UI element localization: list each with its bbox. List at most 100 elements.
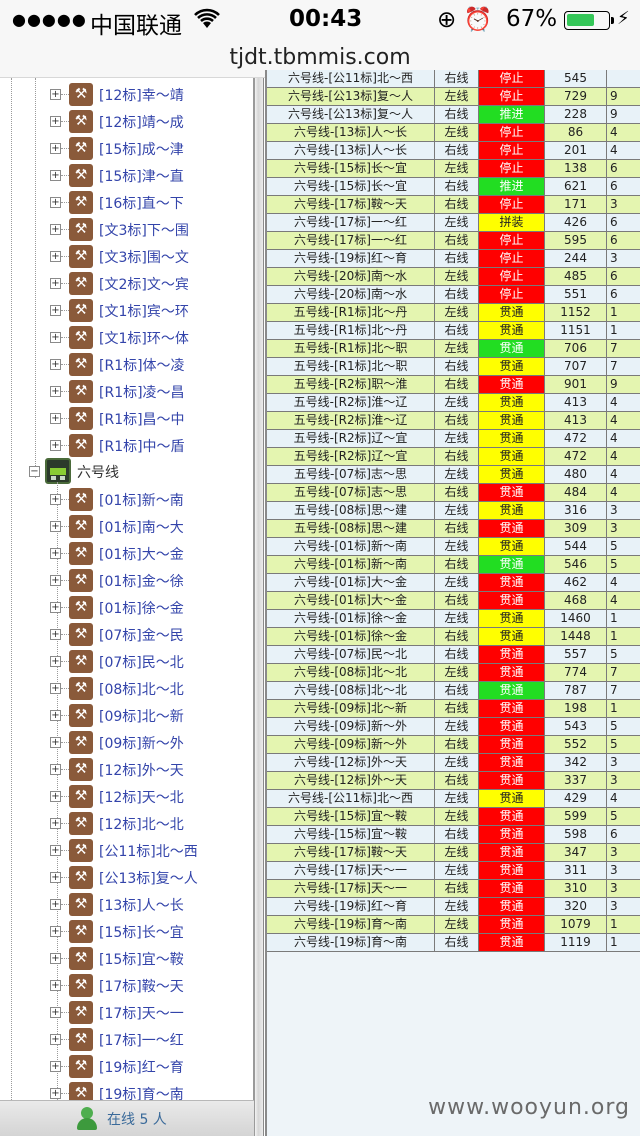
tree-item[interactable]: + ⚒ [01标]南～大 [0, 513, 253, 540]
expand-icon[interactable]: + [50, 143, 61, 154]
tree-item[interactable]: + ⚒ [09标]新～外 [0, 729, 253, 756]
tree-item-label[interactable]: [13标]人～长 [99, 898, 184, 914]
table-row[interactable]: 六号线-[公13标]复～人 左线 停止 729 9 [265, 88, 640, 106]
tree-item[interactable]: + ⚒ [文1标]环～体 [0, 324, 253, 351]
tree-item-label[interactable]: [16标]直～下 [99, 196, 184, 212]
expand-icon[interactable]: + [50, 224, 61, 235]
tree-item-label[interactable]: [09标]新～外 [99, 736, 184, 752]
tree-item[interactable]: + ⚒ [08标]北～北 [0, 675, 253, 702]
line6-label[interactable]: 六号线 [77, 465, 119, 481]
tree-item[interactable]: + ⚒ [R1标]凌～昌 [0, 378, 253, 405]
table-row[interactable]: 六号线-[01标]大～金 右线 贯通 468 4 [265, 592, 640, 610]
tree-item-label[interactable]: [08标]北～北 [99, 682, 184, 698]
table-row[interactable]: 六号线-[01标]新～南 右线 贯通 546 5 [265, 556, 640, 574]
table-row[interactable]: 六号线-[15标]长～宜 右线 推进 621 6 [265, 178, 640, 196]
expand-icon[interactable]: + [50, 683, 61, 694]
tree-item-label[interactable]: [15标]长～宜 [99, 925, 184, 941]
table-row[interactable]: 六号线-[15标]宜～鞍 左线 贯通 599 5 [265, 808, 640, 826]
tree-item[interactable]: + ⚒ [R1标]体～凌 [0, 351, 253, 378]
table-row[interactable]: 六号线-[08标]北～北 左线 贯通 774 7 [265, 664, 640, 682]
table-row[interactable]: 五号线-[07标]志～思 左线 贯通 480 4 [265, 466, 640, 484]
tree-item-label[interactable]: [12标]天～北 [99, 790, 184, 806]
tree-item[interactable]: + ⚒ [12标]外～天 [0, 756, 253, 783]
tree-item[interactable]: + ⚒ [01标]大～金 [0, 540, 253, 567]
expand-icon[interactable]: + [50, 764, 61, 775]
table-row[interactable]: 六号线-[公11标]北～西 右线 停止 545 [265, 70, 640, 88]
expand-icon[interactable]: + [50, 575, 61, 586]
table-row[interactable]: 五号线-[R1标]北～职 左线 贯通 706 7 [265, 340, 640, 358]
table-row[interactable]: 六号线-[17标]天～一 右线 贯通 310 3 [265, 880, 640, 898]
tree-item-label[interactable]: [01标]新～南 [99, 493, 184, 509]
table-row[interactable]: 六号线-[09标]新～外 左线 贯通 543 5 [265, 718, 640, 736]
tree-item[interactable]: + ⚒ [01标]金～徐 [0, 567, 253, 594]
tree-item-label[interactable]: [12标]外～天 [99, 763, 184, 779]
expand-icon[interactable]: + [50, 278, 61, 289]
tree-item[interactable]: + ⚒ [文2标]文～宾 [0, 270, 253, 297]
tree-item-label[interactable]: [R1标]体～凌 [99, 358, 185, 374]
expand-icon[interactable]: + [50, 89, 61, 100]
tree-item[interactable]: + ⚒ [15标]津～直 [0, 162, 253, 189]
table-row[interactable]: 六号线-[01标]徐～金 左线 贯通 1460 1 [265, 610, 640, 628]
table-row[interactable]: 五号线-[07标]志～思 右线 贯通 484 4 [265, 484, 640, 502]
table-row[interactable]: 五号线-[R2标]淮～辽 左线 贯通 413 4 [265, 394, 640, 412]
expand-icon[interactable]: + [50, 1007, 61, 1018]
table-row[interactable]: 六号线-[01标]徐～金 右线 贯通 1448 1 [265, 628, 640, 646]
tree-item[interactable]: + ⚒ [07标]金～民 [0, 621, 253, 648]
tree-item[interactable]: + ⚒ [01标]新～南 [0, 486, 253, 513]
tree-item-label[interactable]: [15标]津～直 [99, 169, 184, 185]
tree-item[interactable]: + ⚒ [07标]民～北 [0, 648, 253, 675]
table-row[interactable]: 五号线-[R1标]北～丹 左线 贯通 1152 1 [265, 304, 640, 322]
tree-item-label[interactable]: [19标]育～南 [99, 1087, 184, 1100]
tree-item-label[interactable]: [01标]南～大 [99, 520, 184, 536]
tree-item-label[interactable]: [17标]天～一 [99, 1006, 184, 1022]
expand-icon[interactable]: + [50, 602, 61, 613]
table-row[interactable]: 五号线-[R2标]辽～宜 左线 贯通 472 4 [265, 430, 640, 448]
expand-icon[interactable]: + [50, 197, 61, 208]
table-row[interactable]: 六号线-[12标]外～天 右线 贯通 337 3 [265, 772, 640, 790]
expand-icon[interactable]: + [50, 629, 61, 640]
tree-item[interactable]: + ⚒ [17标]天～一 [0, 999, 253, 1026]
tree-item-label[interactable]: [19标]红～育 [99, 1060, 184, 1076]
tree-item[interactable]: + ⚒ [16标]直～下 [0, 189, 253, 216]
expand-icon[interactable]: + [50, 332, 61, 343]
expand-icon[interactable]: + [50, 386, 61, 397]
table-row[interactable]: 六号线-[09标]新～外 右线 贯通 552 5 [265, 736, 640, 754]
tree-item[interactable]: + ⚒ [17标]鞍～天 [0, 972, 253, 999]
tree-item-label[interactable]: [文3标]围～文 [99, 250, 189, 266]
tree-item-label[interactable]: [R1标]凌～昌 [99, 385, 185, 401]
tree-item-label[interactable]: [12标]幸～靖 [99, 88, 184, 104]
table-row[interactable]: 六号线-[17标]一～红 右线 停止 595 6 [265, 232, 640, 250]
tree-item-label[interactable]: [文1标]环～体 [99, 331, 189, 347]
table-row[interactable]: 五号线-[R2标]职～淮 右线 贯通 901 9 [265, 376, 640, 394]
table-row[interactable]: 六号线-[17标]鞍～天 左线 贯通 347 3 [265, 844, 640, 862]
table-row[interactable]: 六号线-[12标]外～天 左线 贯通 342 3 [265, 754, 640, 772]
tree-item[interactable]: + ⚒ [12标]靖～成 [0, 108, 253, 135]
expand-icon[interactable]: + [50, 251, 61, 262]
expand-icon[interactable]: + [50, 305, 61, 316]
expand-icon[interactable]: + [50, 980, 61, 991]
expand-icon[interactable]: + [50, 1088, 61, 1099]
tree-item[interactable]: + ⚒ [公11标]北～西 [0, 837, 253, 864]
table-row[interactable]: 六号线-[13标]人～长 左线 停止 86 4 [265, 124, 640, 142]
table-row[interactable]: 六号线-[17标]一～红 左线 拼装 426 6 [265, 214, 640, 232]
table-row[interactable]: 五号线-[R2标]辽～宜 右线 贯通 472 4 [265, 448, 640, 466]
expand-icon[interactable]: + [50, 359, 61, 370]
table-row[interactable]: 六号线-[公13标]复～人 右线 推进 228 9 [265, 106, 640, 124]
tree-item-label[interactable]: [R1标]中～盾 [99, 439, 185, 455]
tree-item-label[interactable]: [公11标]北～西 [99, 844, 198, 860]
tree-item[interactable]: + ⚒ [01标]徐～金 [0, 594, 253, 621]
table-row[interactable]: 六号线-[01标]大～金 左线 贯通 462 4 [265, 574, 640, 592]
table-row[interactable]: 五号线-[08标]思～建 左线 贯通 316 3 [265, 502, 640, 520]
table-row[interactable]: 六号线-[19标]红～育 右线 停止 244 3 [265, 250, 640, 268]
url-text[interactable]: tjdt.tbmmis.com [229, 45, 411, 70]
expand-icon[interactable]: + [50, 899, 61, 910]
expand-icon[interactable]: + [50, 548, 61, 559]
table-row[interactable]: 六号线-[15标]长～宜 左线 停止 138 6 [265, 160, 640, 178]
tree-item[interactable]: + ⚒ [公13标]复～人 [0, 864, 253, 891]
tree-line6[interactable]: − 六号线 [0, 458, 253, 485]
table-row[interactable]: 六号线-[01标]新～南 左线 贯通 544 5 [265, 538, 640, 556]
tree-item-label[interactable]: [01标]大～金 [99, 547, 184, 563]
tree-item-label[interactable]: [12标]靖～成 [99, 115, 184, 131]
tree-item[interactable]: + ⚒ [12标]北～北 [0, 810, 253, 837]
tree-item-label[interactable]: [01标]金～徐 [99, 574, 184, 590]
